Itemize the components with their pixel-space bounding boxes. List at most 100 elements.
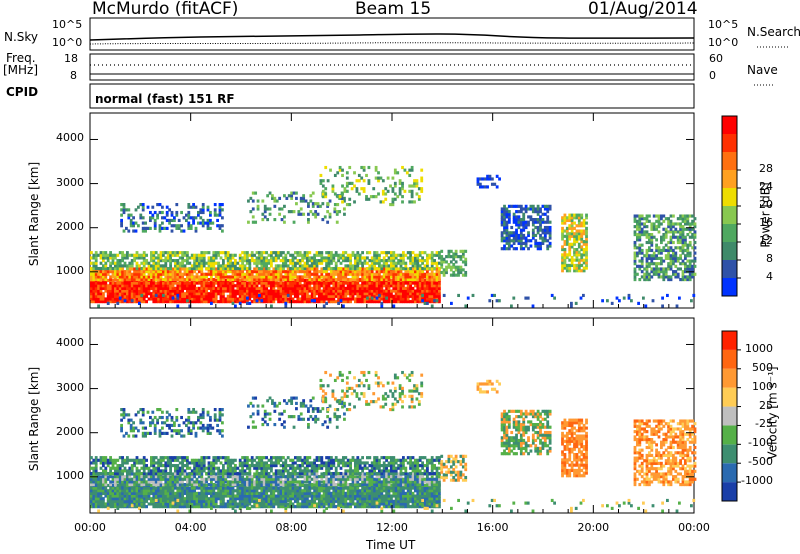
power-cell bbox=[426, 294, 429, 298]
velocity-cell bbox=[303, 489, 307, 493]
power-cell bbox=[577, 269, 581, 273]
power-cell bbox=[187, 221, 191, 225]
power-cell bbox=[393, 184, 397, 188]
power-cell bbox=[212, 300, 216, 304]
power-cell bbox=[370, 272, 374, 276]
power-cell bbox=[461, 252, 465, 256]
velocity-cell bbox=[128, 497, 132, 501]
power-cell bbox=[178, 284, 182, 288]
power-cell bbox=[212, 266, 216, 271]
power-cell bbox=[512, 239, 516, 243]
power-cell bbox=[296, 251, 300, 255]
power-cell bbox=[123, 253, 127, 257]
power-cell bbox=[219, 256, 223, 260]
power-cell bbox=[430, 297, 434, 301]
power-cell bbox=[398, 179, 402, 183]
power-cell bbox=[266, 207, 270, 211]
power-cell bbox=[118, 300, 122, 304]
power-cell bbox=[335, 220, 339, 224]
power-cell bbox=[575, 258, 579, 262]
power-cell bbox=[357, 192, 361, 196]
power-cell bbox=[503, 236, 506, 240]
power-cell bbox=[503, 212, 506, 216]
velocity-cell bbox=[310, 499, 314, 503]
power-cell bbox=[145, 292, 148, 296]
nsky-label: N.Sky bbox=[4, 30, 39, 44]
power-cell bbox=[380, 297, 384, 301]
velocity-cell bbox=[145, 497, 148, 501]
power-cell bbox=[94, 251, 98, 255]
power-cell bbox=[339, 299, 343, 303]
power-cell bbox=[295, 191, 298, 195]
power-cell bbox=[382, 275, 386, 279]
power-cell bbox=[198, 259, 201, 263]
power-cell bbox=[343, 189, 347, 193]
velocity-cell bbox=[320, 489, 324, 493]
power-cell bbox=[202, 278, 206, 282]
power-cell bbox=[411, 261, 415, 265]
power-cell bbox=[577, 229, 581, 233]
power-cell bbox=[633, 243, 637, 247]
power-cell bbox=[684, 240, 687, 245]
power-cell bbox=[548, 225, 552, 230]
velocity-cell bbox=[318, 486, 321, 490]
power-cell bbox=[176, 284, 180, 288]
power-cell bbox=[181, 272, 184, 276]
power-cell bbox=[193, 266, 196, 271]
velocity-cell bbox=[104, 502, 108, 506]
power-cell bbox=[175, 213, 179, 217]
power-cell bbox=[476, 177, 480, 181]
power-cell bbox=[306, 272, 309, 276]
power-cell bbox=[633, 233, 637, 237]
power-cell bbox=[272, 294, 276, 298]
power-cell bbox=[169, 270, 172, 274]
power-cell bbox=[452, 257, 456, 261]
power-cell bbox=[332, 294, 336, 298]
velocity-cell bbox=[162, 491, 165, 495]
power-cell bbox=[262, 300, 266, 304]
power-cell bbox=[373, 261, 376, 265]
power-cell bbox=[218, 208, 222, 212]
power-cell bbox=[320, 267, 324, 271]
velocity-cell bbox=[193, 502, 196, 506]
power-cell bbox=[226, 294, 230, 298]
power-cell bbox=[139, 216, 143, 220]
power-cell bbox=[373, 289, 376, 293]
power-cell bbox=[193, 256, 196, 260]
power-cell bbox=[169, 275, 172, 279]
power-cell bbox=[573, 240, 576, 244]
power-cell bbox=[260, 264, 264, 268]
power-cell bbox=[303, 253, 307, 257]
power-cell bbox=[286, 284, 290, 288]
power-cell bbox=[296, 266, 300, 271]
power-cell bbox=[324, 165, 328, 170]
power-cell bbox=[334, 289, 338, 293]
velocity-cell bbox=[176, 494, 180, 498]
power-cell bbox=[546, 225, 550, 230]
power-cell bbox=[298, 253, 302, 257]
power-cell bbox=[519, 244, 523, 248]
power-cell bbox=[310, 266, 314, 271]
power-cell bbox=[214, 272, 218, 276]
power-cell bbox=[97, 297, 100, 301]
power-cell bbox=[171, 281, 175, 285]
power-cell bbox=[130, 281, 134, 285]
power-cell bbox=[133, 286, 136, 290]
power-cell bbox=[548, 228, 552, 232]
power-cell bbox=[536, 231, 540, 235]
power-cell bbox=[438, 266, 441, 271]
velocity-cell bbox=[214, 505, 218, 509]
velocity-cell bbox=[246, 499, 249, 503]
power-cell bbox=[268, 207, 272, 211]
power-cell bbox=[277, 272, 280, 276]
power-cell bbox=[337, 259, 340, 263]
power-cell bbox=[510, 231, 514, 235]
power-cell bbox=[255, 286, 259, 290]
power-cell bbox=[166, 270, 170, 274]
power-cell bbox=[693, 272, 697, 276]
power-cell bbox=[418, 270, 422, 274]
power-cell bbox=[367, 179, 371, 183]
power-cell bbox=[481, 185, 485, 189]
velocity-cell bbox=[243, 494, 247, 498]
power-cell bbox=[691, 272, 694, 276]
